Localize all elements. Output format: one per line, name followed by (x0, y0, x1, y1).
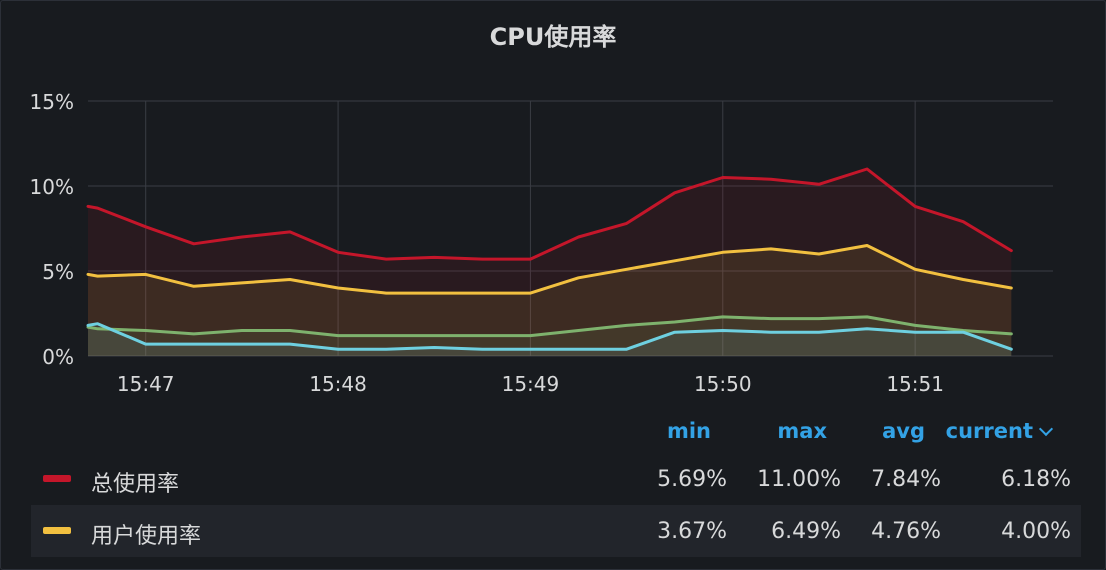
legend-header-current[interactable]: current (945, 419, 1054, 443)
series-min: 3.67% (657, 519, 727, 544)
series-avg: 7.84% (871, 467, 941, 492)
series-color-swatch[interactable] (43, 527, 71, 534)
series-area-0 (88, 169, 1012, 356)
series-current: 4.00% (1001, 519, 1071, 544)
x-tick-label: 15:48 (309, 372, 367, 396)
legend-row-user[interactable]: 用户使用率 3.67% 6.49% 4.76% 4.00% (31, 505, 1081, 557)
series-line-2 (86, 315, 1013, 338)
legend-header-min[interactable]: min (666, 419, 711, 443)
legend-header-avg[interactable]: avg (882, 419, 925, 443)
series-line-1 (86, 244, 1013, 295)
cpu-usage-chart: 15% 10% 5% 0% 15:47 15:48 15:49 15:50 15:51 (30, 90, 1053, 396)
series-name[interactable]: 总使用率 (91, 472, 180, 497)
legend-header-max[interactable]: max (777, 419, 827, 443)
x-tick-label: 15:51 (886, 372, 944, 396)
y-tick-label: 5% (42, 260, 74, 284)
y-tick-label: 0% (42, 345, 74, 369)
panel-title[interactable]: CPU使用率 (489, 23, 617, 51)
series-current: 6.18% (1001, 467, 1071, 492)
series-name[interactable]: 用户使用率 (91, 524, 202, 549)
x-tick-label: 15:49 (502, 372, 560, 396)
x-tick-label: 15:47 (117, 372, 175, 396)
series-color-swatch[interactable] (43, 475, 71, 482)
x-tick-label: 15:50 (694, 372, 752, 396)
series-area-1 (88, 245, 1012, 356)
y-tick-label: 10% (30, 175, 74, 199)
y-tick-label: 15% (30, 90, 74, 114)
series-max: 6.49% (771, 519, 841, 544)
series-avg: 4.76% (871, 519, 941, 544)
legend-row-total[interactable]: 总使用率 5.69% 11.00% 7.84% 6.18% (31, 453, 1081, 505)
series-line-3 (86, 322, 1013, 351)
legend-header: min max avg current (31, 411, 1081, 453)
series-min: 5.69% (657, 467, 727, 492)
legend-header-current-label: current (945, 419, 1033, 443)
series-max: 11.00% (757, 467, 841, 492)
legend-table: min max avg current 总使用率 5.69% 11.00% 7.… (31, 411, 1081, 557)
series-line-0 (86, 167, 1013, 261)
chevron-down-icon (1038, 421, 1054, 437)
